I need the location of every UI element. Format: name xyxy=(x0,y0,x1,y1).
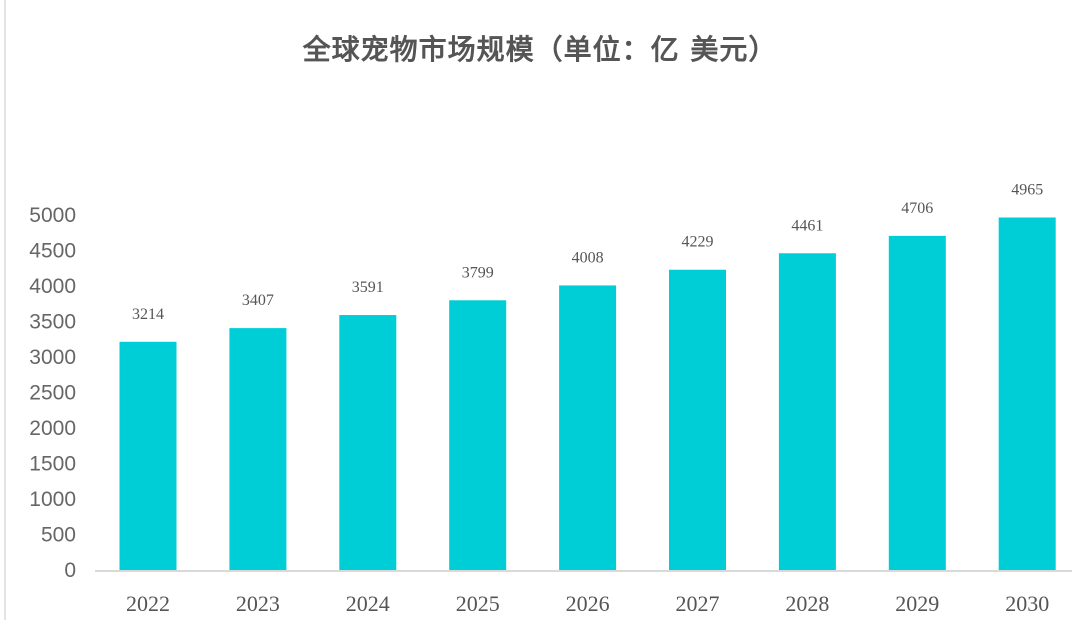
data-label: 3214 xyxy=(132,306,164,323)
data-label: 4706 xyxy=(901,200,933,217)
data-label: 4461 xyxy=(791,217,823,234)
data-label: 4229 xyxy=(682,234,714,251)
y-tick-label: 0 xyxy=(64,559,76,582)
x-tick-label: 2023 xyxy=(236,591,280,616)
bar-2027 xyxy=(669,269,726,570)
y-tick-label: 3500 xyxy=(29,311,76,334)
x-tick-label: 2030 xyxy=(1005,591,1049,616)
y-tick-label: 4500 xyxy=(29,240,76,263)
y-tick-label: 2500 xyxy=(29,382,76,405)
frame-border xyxy=(4,0,6,620)
y-tick-label: 500 xyxy=(41,524,76,547)
x-tick-label: 2026 xyxy=(566,591,610,616)
x-tick-label: 2025 xyxy=(456,591,500,616)
bar-2022 xyxy=(119,341,177,570)
bar-2030 xyxy=(998,217,1056,571)
data-label: 3407 xyxy=(242,292,274,309)
x-tick-label: 2029 xyxy=(895,591,939,616)
bar-2024 xyxy=(339,315,397,570)
bar-2029 xyxy=(888,235,946,570)
y-tick-label: 5000 xyxy=(29,204,76,227)
x-tick-label: 2027 xyxy=(676,591,720,616)
y-tick-label: 1000 xyxy=(29,488,76,511)
bar-2025 xyxy=(449,300,507,570)
bar-2028 xyxy=(778,253,836,571)
y-tick-label: 2000 xyxy=(29,417,76,440)
data-label: 4008 xyxy=(572,249,604,266)
y-tick-label: 1500 xyxy=(29,453,76,476)
data-label: 4965 xyxy=(1011,181,1043,198)
data-label: 3799 xyxy=(462,264,494,281)
data-label: 3591 xyxy=(352,279,384,296)
x-tick-label: 2028 xyxy=(785,591,829,616)
x-tick-label: 2022 xyxy=(126,591,170,616)
bar-2026 xyxy=(559,285,617,570)
bar-2023 xyxy=(229,328,287,570)
chart-title: 全球宠物市场规模（单位：亿 美元） xyxy=(302,33,778,66)
y-tick-label: 4000 xyxy=(29,275,76,298)
x-tick-label: 2024 xyxy=(346,591,390,616)
y-tick-label: 3000 xyxy=(29,346,76,369)
